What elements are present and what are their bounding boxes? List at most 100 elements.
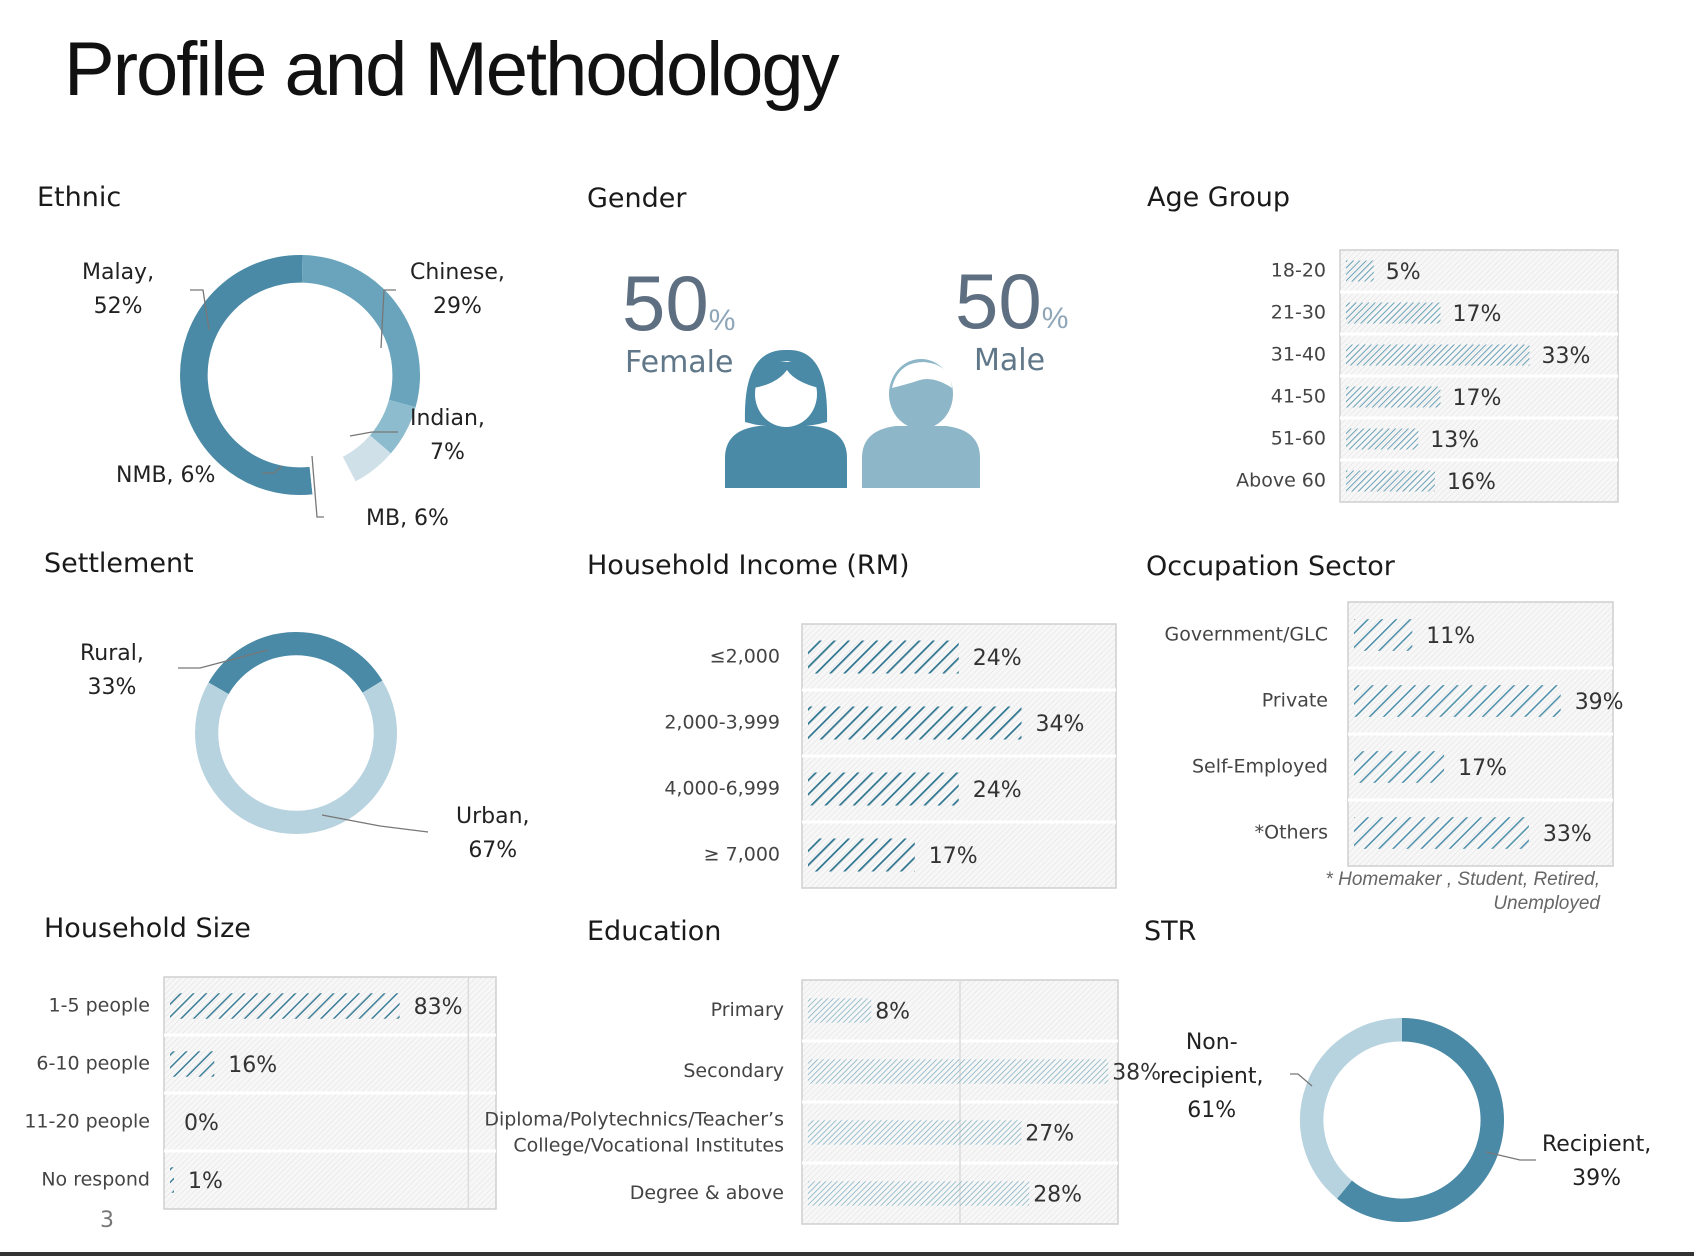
hhsize-bar-1-5-people: [170, 993, 400, 1019]
education-value-label-degree-above: 28%: [1033, 1183, 1082, 1208]
age-bar-above-60: [1346, 470, 1435, 492]
male-label: Male: [974, 343, 1046, 378]
education-title: Education: [587, 916, 722, 947]
occupation-value-label-private: 39%: [1575, 690, 1624, 715]
income-category-label-2-000-3-999: 2,000-3,999: [664, 712, 780, 734]
occupation-sector-title: Occupation Sector: [1146, 551, 1395, 582]
str-label-non-recipient: Non-recipient, 61%: [1160, 1030, 1264, 1123]
ethnic-donut-chart: [180, 255, 420, 495]
age-value-label-18-20: 5%: [1386, 260, 1421, 285]
education-category-label-secondary: Secondary: [683, 1060, 784, 1082]
bottom-border: [0, 1252, 1694, 1256]
hhsize-bar-no-respond: [170, 1167, 174, 1193]
education-value-label-diploma-polytechnics-teacher-s-college-vocational-institutes: 27%: [1025, 1122, 1074, 1147]
occupation-value-label-self-employed: 17%: [1458, 756, 1507, 781]
occupation-category-label-government-glc: Government/GLC: [1165, 624, 1328, 646]
str-slice-non-recipient: [1336, 1018, 1504, 1222]
hhsize-category-label-11-20-people: 11-20 people: [24, 1111, 150, 1133]
ethnic-slice-chinese: [301, 255, 420, 408]
hhsize-value-label-1-5-people: 83%: [414, 995, 463, 1020]
income-bar-2-000-3-999: [808, 706, 1022, 740]
hhsize-category-label-1-5-people: 1-5 people: [49, 995, 150, 1017]
female-person-icon: [725, 349, 847, 488]
education-bar-degree-above: [808, 1181, 1030, 1206]
age-category-label-41-50: 41-50: [1271, 386, 1326, 408]
male-percentage: 50%: [955, 257, 1069, 345]
age-bar-21-30: [1346, 302, 1441, 324]
education-bar-diploma-polytechnics-teacher-s-college-vocational-institutes: [808, 1120, 1022, 1145]
ethnic-slice-mb: [342, 435, 391, 482]
settlement-donut-chart: [195, 632, 397, 834]
hhsize-bar-6-10-people: [170, 1051, 215, 1077]
settlement-slice-rural: [208, 632, 383, 695]
income-category-label-4-000-6-999: 4,000-6,999: [664, 778, 780, 800]
female-label: Female: [625, 345, 734, 380]
settlement-slice-urban: [195, 680, 397, 834]
education-bar-chart: Primary 8% Secondary 38% Diploma/Polytechnic…: [484, 979, 1161, 1225]
ethnic-label-malay: Malay, 52%: [82, 260, 155, 319]
income-bar-2-000: [808, 640, 959, 674]
female-percentage: 50%: [622, 259, 736, 347]
education-category-label-diploma-polytechnics-teacher-s-college-vocational-institutes: Diploma/Polytechnics/Teacher’s College/Vo…: [484, 1108, 784, 1156]
occupation-category-label-others: *Others: [1255, 822, 1328, 844]
education-value-label-secondary: 38%: [1112, 1061, 1161, 1086]
occupation-bar-government-glc: [1354, 619, 1413, 651]
income-value-label-7-000: 17%: [929, 844, 978, 869]
household-size-bar-chart: 1-5 people 83% 6-10 people 16% 11-20 people 0…: [24, 976, 497, 1210]
education-bar-secondary: [808, 1059, 1109, 1084]
income-category-label-2-000: ≤2,000: [710, 646, 780, 668]
income-category-label-7-000: ≥ 7,000: [704, 844, 780, 866]
education-value-label-primary: 8%: [875, 1000, 910, 1025]
hhsize-category-label-6-10-people: 6-10 people: [36, 1053, 150, 1075]
age-category-label-51-60: 51-60: [1271, 428, 1326, 450]
settlement-label-rural: Rural, 33%: [80, 641, 144, 700]
age-bar-18-20: [1346, 260, 1374, 282]
age-bar-41-50: [1346, 386, 1441, 408]
settlement-title: Settlement: [44, 548, 194, 579]
occupation-sector-bar-chart: Government/GLC 11% Private 39% Self-Employed…: [1165, 601, 1624, 867]
occupation-bar-self-employed: [1354, 751, 1445, 783]
hhsize-value-label-6-10-people: 16%: [228, 1053, 277, 1078]
education-category-label-degree-above: Degree & above: [630, 1182, 784, 1204]
age-value-label-21-30: 17%: [1453, 302, 1502, 327]
income-value-label-4-000-6-999: 24%: [973, 778, 1022, 803]
education-category-label-primary: Primary: [711, 999, 784, 1021]
occupation-footnote: * Homemaker , Student, Retired, Unemploye…: [1325, 869, 1600, 914]
occupation-category-label-private: Private: [1262, 690, 1328, 712]
ethnic-label-indian: Indian, 7%: [410, 406, 485, 465]
income-bar-7-000: [808, 838, 915, 872]
occupation-bar-private: [1354, 685, 1561, 717]
household-income-title: Household Income (RM): [587, 550, 910, 581]
age-bar-51-60: [1346, 428, 1419, 450]
occupation-category-label-self-employed: Self-Employed: [1192, 756, 1328, 778]
ethnic-label-chinese: Chinese, 29%: [410, 260, 505, 319]
age-category-label-21-30: 21-30: [1271, 302, 1326, 324]
age-category-label-18-20: 18-20: [1271, 260, 1326, 282]
occupation-value-label-others: 33%: [1543, 822, 1592, 847]
ethnic-label-mb: MB, 6%: [366, 506, 449, 531]
ethnic-slice-malay: [180, 255, 313, 495]
page-title: Profile and Methodology: [64, 27, 840, 112]
age-value-label-above-60: 16%: [1447, 470, 1496, 495]
male-person-icon: [862, 359, 980, 488]
ethnic-title: Ethnic: [37, 182, 122, 213]
household-size-title: Household Size: [44, 913, 251, 944]
str-title: STR: [1144, 916, 1197, 947]
str-donut-chart: [1300, 1018, 1504, 1222]
age-category-label-above-60: Above 60: [1236, 470, 1326, 492]
income-value-label-2-000-3-999: 34%: [1036, 712, 1085, 737]
hhsize-category-label-no-respond: No respond: [41, 1169, 150, 1191]
age-value-label-41-50: 17%: [1453, 386, 1502, 411]
ethnic-label-nmb: NMB, 6%: [116, 463, 216, 488]
page-number: 3: [100, 1208, 114, 1233]
age-category-label-31-40: 31-40: [1271, 344, 1326, 366]
gender-title: Gender: [587, 183, 687, 214]
income-value-label-2-000: 24%: [973, 646, 1022, 671]
ethnic-slice-nmb: [309, 456, 356, 495]
hhsize-value-label-11-20-people: 0%: [184, 1111, 219, 1136]
household-income-bar-chart: ≤2,000 24% 2,000-3,999 34% 4,000-6,999 24% ≥ 7…: [664, 623, 1117, 889]
age-group-bar-chart: 18-20 5% 21-30 17% 31-40 33% 41-50 17% 51-60 13% A…: [1236, 249, 1619, 503]
education-bar-primary: [808, 998, 872, 1023]
age-value-label-31-40: 33%: [1541, 344, 1590, 369]
str-label-recipient: Recipient, 39%: [1542, 1132, 1652, 1191]
